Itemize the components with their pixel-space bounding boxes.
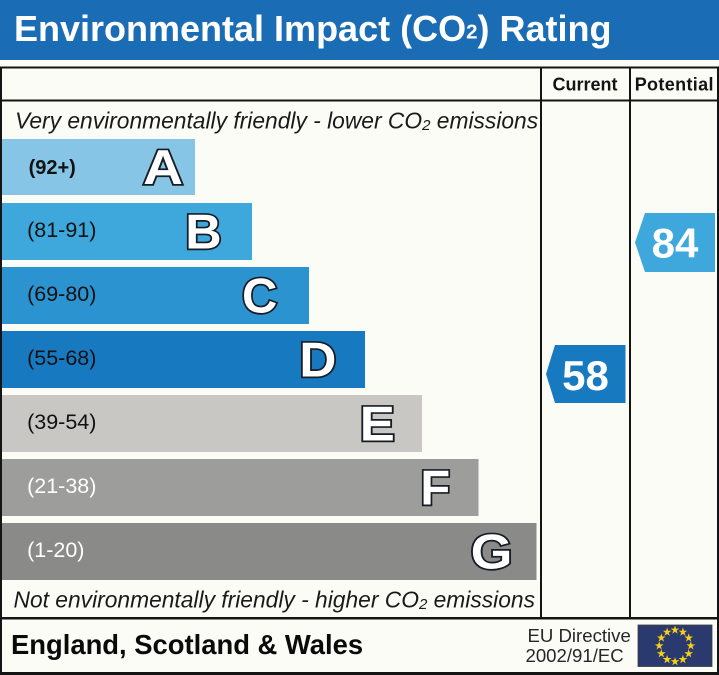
svg-text:2002/91/EC: 2002/91/EC bbox=[526, 645, 624, 666]
svg-text:58: 58 bbox=[562, 352, 609, 399]
svg-text:(69-80): (69-80) bbox=[27, 282, 96, 306]
svg-text:(21-38): (21-38) bbox=[27, 474, 96, 498]
svg-text:(39-54): (39-54) bbox=[27, 410, 96, 434]
svg-text:(92+): (92+) bbox=[29, 157, 76, 179]
svg-text:Potential: Potential bbox=[635, 75, 714, 95]
svg-text:84: 84 bbox=[652, 220, 699, 267]
svg-text:(81-91): (81-91) bbox=[27, 218, 96, 242]
svg-text:England, Scotland & Wales: England, Scotland & Wales bbox=[11, 629, 363, 660]
svg-text:Environmental Impact (CO2) Rat: Environmental Impact (CO2) Rating bbox=[14, 8, 611, 49]
svg-text:(55-68): (55-68) bbox=[27, 346, 96, 370]
svg-text:Very environmentally friendly: Very environmentally friendly - lower CO… bbox=[15, 108, 538, 135]
svg-text:EU Directive: EU Directive bbox=[528, 625, 631, 646]
svg-text:Not environmentally friendly -: Not environmentally friendly - higher CO… bbox=[14, 587, 535, 614]
svg-text:Current: Current bbox=[552, 75, 617, 95]
svg-text:(1-20): (1-20) bbox=[27, 538, 84, 562]
